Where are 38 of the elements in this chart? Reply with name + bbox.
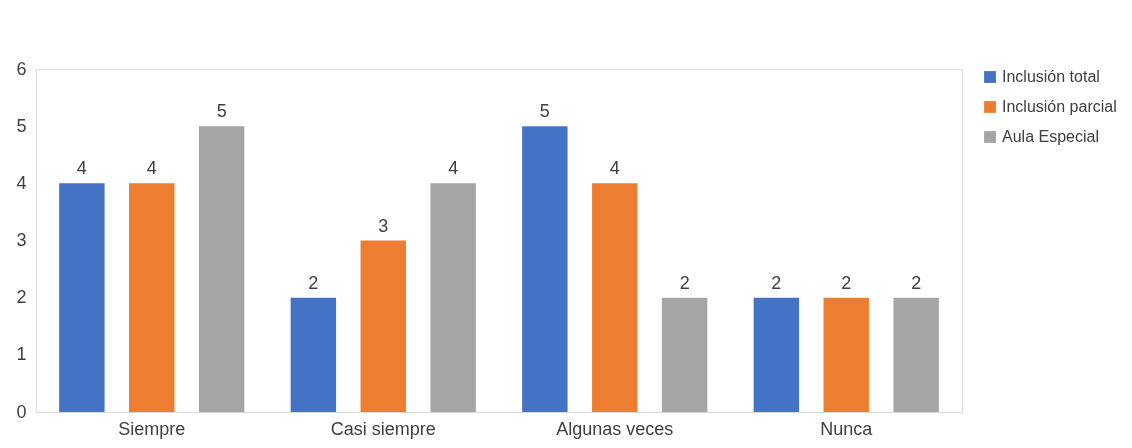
x-tick-label: Algunas veces xyxy=(556,418,674,439)
bar xyxy=(129,183,175,412)
data-label: 4 xyxy=(146,158,157,179)
data-label: 3 xyxy=(378,215,389,236)
x-tick-label: Casi siempre xyxy=(330,418,436,439)
legend-label: Aula Especial xyxy=(1002,128,1099,145)
y-tick-label: 0 xyxy=(16,401,27,422)
data-label: 2 xyxy=(771,272,782,293)
data-label: 4 xyxy=(76,158,87,179)
x-tick-label: Siempre xyxy=(118,418,186,439)
data-label: 5 xyxy=(216,101,227,122)
x-tick-label: Nunca xyxy=(820,418,874,439)
bar xyxy=(290,297,337,412)
data-label: 5 xyxy=(539,101,550,122)
bar xyxy=(893,297,939,412)
data-label: 2 xyxy=(308,272,319,293)
bar xyxy=(753,297,800,412)
y-tick-label: 1 xyxy=(16,344,27,365)
bar xyxy=(592,183,638,412)
bar xyxy=(59,183,105,412)
bar xyxy=(522,126,568,412)
y-tick-label: 3 xyxy=(16,230,27,250)
y-tick-label: 5 xyxy=(16,115,27,136)
bar xyxy=(430,183,476,412)
data-label: 2 xyxy=(841,272,852,293)
data-label: 2 xyxy=(911,272,922,293)
data-label: 4 xyxy=(448,158,459,179)
y-tick-label: 4 xyxy=(16,172,27,193)
bar xyxy=(360,240,406,412)
bar xyxy=(823,297,869,412)
y-tick-label: 6 xyxy=(16,58,27,79)
legend-label: Inclusión total xyxy=(1002,68,1100,85)
legend-label: Inclusión parcial xyxy=(1002,98,1117,115)
data-label: 4 xyxy=(609,158,620,179)
data-label: 2 xyxy=(679,272,690,293)
y-tick-label: 2 xyxy=(16,287,27,308)
bar xyxy=(661,297,708,412)
bar xyxy=(198,126,245,412)
